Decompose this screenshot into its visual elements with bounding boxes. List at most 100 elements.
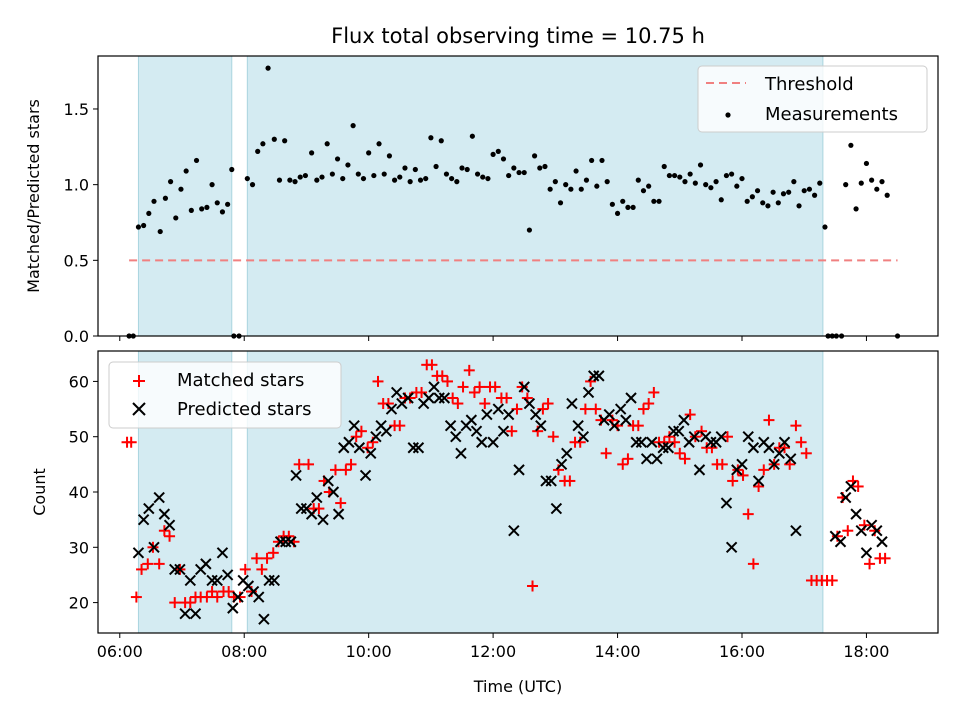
measurement-point [661, 163, 667, 170]
predicted-star-point [407, 442, 419, 454]
predicted-star-point [279, 536, 292, 548]
matched-star-point [256, 563, 268, 575]
predicted-star-point [348, 419, 360, 432]
matched-star-point [852, 480, 864, 492]
measurement-point [734, 183, 740, 189]
measurement-point [334, 156, 341, 162]
predicted-star-point [582, 386, 595, 399]
legend-matched-label: Matched stars [177, 370, 304, 391]
measurement-point [770, 189, 776, 195]
y-tick-label: 50 [69, 428, 89, 447]
predicted-star-point [370, 430, 382, 443]
measurement-point [594, 183, 600, 189]
legend-threshold-label: Threshold [764, 74, 854, 95]
predicted-star-point [153, 491, 165, 504]
measurement-point [754, 188, 761, 194]
measurements-series [126, 65, 901, 339]
matched-star-point [350, 431, 362, 443]
measurement-point [682, 179, 688, 185]
measurement-point [260, 141, 266, 147]
y-tick-label: 1.5 [64, 100, 89, 119]
measurement-point [806, 186, 813, 192]
y-tick-label: 40 [69, 483, 89, 502]
predicted-star-point [311, 491, 323, 504]
predicted-star-point [871, 524, 883, 537]
measurement-point [146, 210, 152, 217]
predicted-star-point [470, 425, 483, 437]
matched-star-point [795, 436, 807, 448]
measurement-point [635, 177, 641, 183]
matched-star-point [447, 392, 459, 404]
measurement-point [858, 180, 864, 186]
predicted-star-point [662, 442, 675, 454]
predicted-star-point [608, 419, 621, 432]
matched-star-point [527, 580, 539, 592]
predicted-star-point [834, 536, 847, 548]
predicted-star-point [736, 458, 748, 471]
predicted-star-point [317, 513, 329, 526]
matched-star-point [355, 425, 367, 437]
matched-star-point [468, 386, 480, 398]
matched-star-point [779, 442, 791, 454]
predicted-star-point [720, 497, 733, 509]
matched-star-point [223, 586, 235, 598]
matched-star-point [234, 591, 246, 603]
measurement-point [292, 179, 298, 185]
predicted-star-point [651, 453, 663, 465]
bottom-x-axis-label: Time (UTC) [473, 677, 562, 696]
legend-predicted-swatch [132, 402, 146, 416]
matched-star-point [684, 409, 696, 421]
predicted-star-point [566, 397, 578, 410]
measurement-point [297, 174, 303, 180]
predicted-star-point [763, 442, 775, 454]
x-tick-label: 06:00 [97, 642, 143, 661]
measurement-point [625, 204, 631, 210]
predicted-star-point [646, 436, 658, 448]
measurement-point [656, 198, 662, 204]
predicted-star-point [359, 469, 372, 482]
measurement-point [843, 182, 849, 188]
measurement-point [614, 210, 621, 217]
predicted-star-point [402, 392, 414, 404]
measurement-point [869, 177, 875, 183]
predicted-star-point [274, 536, 287, 548]
predicted-star-point [385, 403, 398, 415]
matched-star-point [721, 431, 733, 443]
measurement-point [578, 186, 584, 192]
measurement-point [671, 172, 678, 179]
predicted-star-point [572, 419, 584, 432]
matched-star-point [669, 436, 681, 448]
measurement-point [162, 195, 169, 201]
measurement-point [141, 222, 147, 229]
predicted-star-point [327, 486, 340, 498]
measurement-point [796, 203, 802, 209]
x-tick-label: 10:00 [346, 642, 392, 661]
matched-star-point [184, 597, 196, 609]
measurement-point [407, 179, 413, 185]
measurement-point [640, 188, 647, 194]
top-chart-title: Flux total observing time = 10.75 h [331, 24, 705, 48]
matched-star-point [590, 403, 602, 415]
measurement-point [713, 179, 719, 185]
measurement-point [573, 168, 579, 174]
measurement-point [599, 157, 605, 164]
predicted-star-point [876, 536, 888, 548]
predicted-star-point [206, 574, 218, 587]
observing-interval [138, 56, 232, 336]
bottom-observing-shading [137, 351, 824, 633]
predicted-star-point [561, 447, 573, 460]
measurement-point [589, 157, 595, 164]
predicted-star-point [715, 430, 727, 443]
measurement-point [863, 160, 870, 167]
matched-star-point [826, 574, 838, 586]
measurement-point [329, 171, 335, 177]
predicted-star-point [630, 436, 642, 448]
measurement-point [402, 165, 408, 171]
predicted-star-point [523, 397, 536, 410]
measurement-point [204, 204, 210, 210]
predicted-star-point [860, 547, 873, 559]
measurement-point [319, 174, 325, 180]
matched-star-point [457, 381, 469, 393]
matched-star-point [617, 458, 629, 470]
predicted-star-point [232, 591, 244, 603]
